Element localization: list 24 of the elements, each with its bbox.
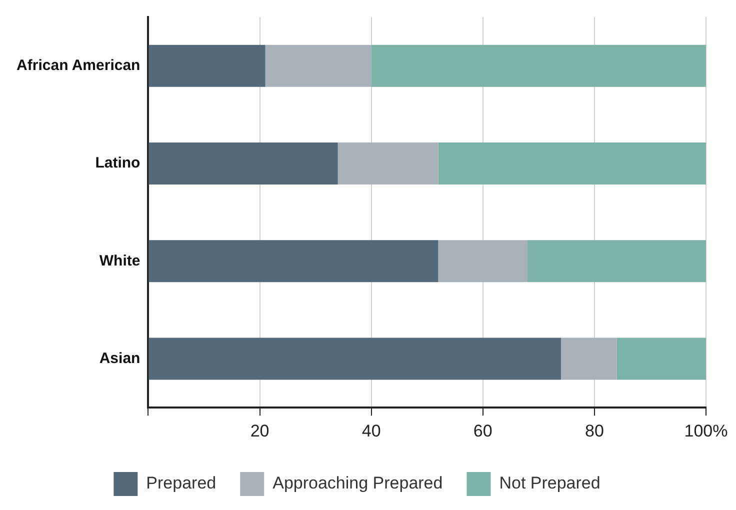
bar: [338, 142, 438, 184]
bar: [438, 240, 528, 282]
legend-label: Approaching Prepared: [272, 474, 443, 493]
legend-label: Prepared: [146, 474, 216, 493]
bar: [265, 44, 372, 87]
bar: [148, 338, 561, 380]
x-tick-label: 40: [362, 421, 381, 440]
y-tick-label: African American: [16, 56, 140, 74]
bar: [148, 142, 338, 184]
x-tick-label: 20: [250, 421, 270, 440]
bar: [148, 240, 438, 282]
bar: [438, 142, 706, 184]
y-tick-label: White: [99, 252, 140, 270]
bar: [616, 338, 706, 380]
x-tick-label: 80: [584, 421, 604, 440]
y-tick-label: Latino: [95, 154, 140, 172]
x-tick-label: 60: [473, 421, 492, 440]
y-tick-label: Asian: [99, 350, 140, 367]
legend-label: Not Prepared: [499, 474, 600, 493]
bar: [528, 240, 706, 282]
bar: [371, 44, 706, 87]
x-tick-label: 100%: [684, 421, 728, 440]
bar: [560, 338, 617, 380]
bar: [148, 44, 266, 87]
